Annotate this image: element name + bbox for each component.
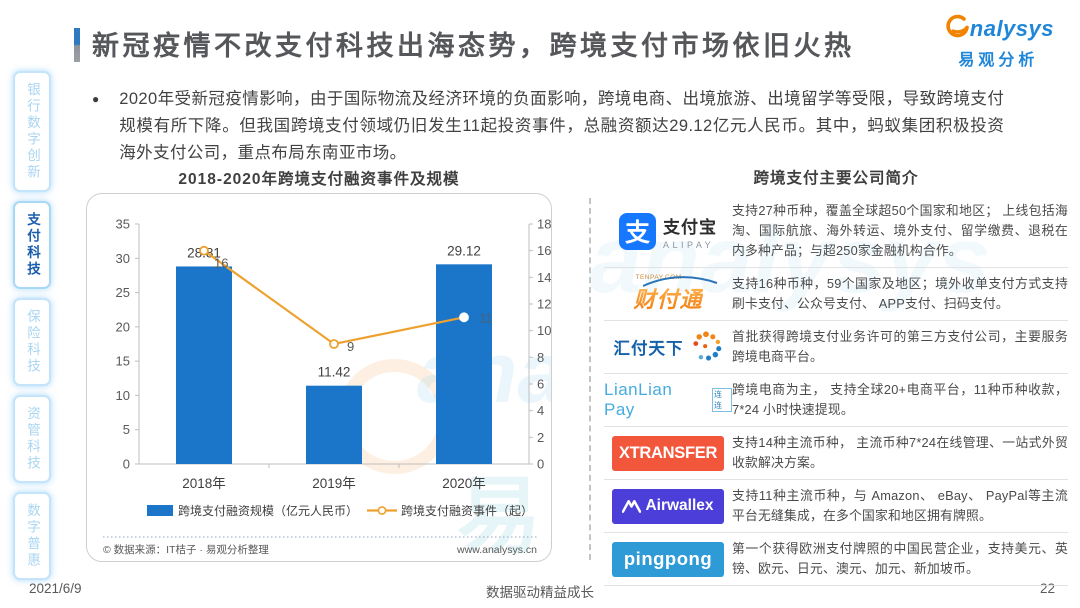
- company-description: 第一个获得欧洲支付牌照的中国民营企业，支持美元、英镑、欧元、日元、澳元、加元、新…: [732, 541, 1068, 576]
- title-accent-bar: [74, 28, 80, 62]
- footer-date: 2021/6/9: [29, 581, 82, 596]
- svg-text:www.analysys.cn: www.analysys.cn: [456, 544, 537, 556]
- companies-panel: analysys 跨境支付主要公司简介 支支付宝 ALIPAY 支持27种币种，覆盖…: [589, 166, 1068, 586]
- company-description: 支持27种币种，覆盖全球超50个国家和地区； 上线包括海淘、国际航旅、海外转运、…: [732, 203, 1068, 258]
- funding-chart: 0510152025303502468101214161828.8111.422…: [103, 217, 551, 556]
- huifu-pinwheel-icon: [692, 331, 721, 361]
- companies-title: 跨境支付主要公司简介: [753, 170, 919, 187]
- company-row-tenpay: TENPAY.COM 财付通 支持16种币种，59个国家及地区；境外收单支付方式支持…: [604, 268, 1068, 321]
- pingpong-logo: pingpong: [604, 541, 732, 577]
- svg-text:14: 14: [537, 270, 551, 285]
- svg-text:2018年: 2018年: [182, 476, 226, 491]
- svg-text:25: 25: [116, 285, 130, 300]
- footer-slogan: 数据驱动精益成长: [486, 585, 594, 600]
- svg-text:8: 8: [537, 350, 544, 365]
- company-description: 支持14种主流币种， 主流币种7*24在线管理、一站式外贸收款解决方案。: [732, 435, 1068, 470]
- sidebar-item-4[interactable]: 数字普惠: [13, 492, 51, 580]
- tenpay-logo: TENPAY.COM 财付通: [604, 274, 732, 314]
- brand-wordmark-cn: 易观分析: [958, 52, 1039, 69]
- sidebar: 银行数字创新支付科技保险科技资管科技数字普惠: [10, 71, 54, 580]
- analysys-swirl-icon: [943, 13, 970, 45]
- company-description: 支持11种主流币种，与 Amazon、 eBay、 PayPal等主流平台无缝集…: [732, 488, 1068, 523]
- company-row-pingpong: pingpong 第一个获得欧洲支付牌照的中国民营企业，支持美元、英镑、欧元、日元…: [604, 533, 1068, 586]
- svg-text:16: 16: [214, 256, 228, 271]
- company-row-xtransfer: XTRANSFER 支持14种主流币种， 主流币种7*24在线管理、一站式外贸收款…: [604, 427, 1068, 480]
- svg-text:15: 15: [116, 354, 130, 369]
- summary-block: ● 2020年受新冠疫情影响，由于国际物流及经济环境的负面影响，跨境电商、出境旅…: [92, 86, 1020, 167]
- svg-text:11.42: 11.42: [318, 365, 351, 380]
- airwallex-logo: Airwallex: [604, 488, 732, 524]
- svg-text:2019年: 2019年: [312, 476, 356, 491]
- company-row-alipay: 支支付宝 ALIPAY 支持27种币种，覆盖全球超50个国家和地区； 上线包括海淘、…: [604, 195, 1068, 268]
- svg-text:跨境支付融资事件（起）: 跨境支付融资事件（起）: [401, 503, 533, 518]
- huifu-logo: 汇付天下: [604, 330, 732, 364]
- xtransfer-logo: XTRANSFER: [604, 435, 732, 471]
- svg-text:10: 10: [116, 388, 130, 403]
- sidebar-item-3[interactable]: 资管科技: [13, 395, 51, 483]
- sidebar-item-2[interactable]: 保险科技: [13, 298, 51, 386]
- chart-mount: 0510152025303502468101214161828.8111.422…: [87, 194, 551, 561]
- svg-text:© 数据来源：IT桔子 · 易观分析整理: © 数据来源：IT桔子 · 易观分析整理: [103, 543, 269, 556]
- sidebar-item-0[interactable]: 银行数字创新: [13, 71, 51, 192]
- svg-text:20: 20: [116, 319, 130, 334]
- svg-text:10: 10: [537, 323, 551, 338]
- bullet-icon: ●: [92, 92, 100, 106]
- page-number: 22: [1039, 581, 1055, 596]
- sidebar-item-1[interactable]: 支付科技: [13, 201, 51, 289]
- svg-text:16: 16: [537, 243, 551, 258]
- page-title: 新冠疫情不改支付科技出海态势，跨境支付市场依旧火热: [92, 31, 855, 61]
- company-description: 首批获得跨境支付业务许可的第三方支付公司，主要服务跨境电商平台。: [732, 329, 1068, 364]
- svg-text:0: 0: [123, 457, 130, 472]
- company-row-airwallex: Airwallex 支持11种主流币种，与 Amazon、 eBay、 PayPa…: [604, 480, 1068, 533]
- svg-text:2020年: 2020年: [442, 476, 486, 491]
- svg-text:9: 9: [347, 339, 354, 354]
- company-row-huifu: 汇付天下 首批获得跨境支付业务许可的第三方支付公司，主要服务跨境电商平台。: [604, 321, 1068, 374]
- svg-text:12: 12: [537, 297, 551, 312]
- lianlian-logo: LianLian Pay 连连: [604, 380, 732, 420]
- alipay-icon: 支: [619, 212, 656, 250]
- svg-text:5: 5: [123, 422, 130, 437]
- chart-title: 2018-2020年跨境支付融资事件及规模: [178, 171, 460, 188]
- svg-text:4: 4: [537, 403, 544, 418]
- svg-text:35: 35: [116, 217, 130, 232]
- svg-text:跨境支付融资规模（亿元人民币）: 跨境支付融资规模（亿元人民币）: [178, 503, 358, 518]
- svg-text:18: 18: [537, 217, 551, 232]
- watermark-text-cn: 易观: [457, 469, 551, 562]
- brand-wordmark: nalysys: [969, 16, 1054, 41]
- svg-text:0: 0: [537, 457, 544, 472]
- svg-text:6: 6: [537, 377, 544, 392]
- svg-text:11: 11: [479, 310, 493, 325]
- svg-text:30: 30: [116, 251, 130, 266]
- vertical-divider: [589, 198, 591, 560]
- company-description: 支持16种币种，59个国家及地区；境外收单支付方式支持刷卡支付、公众号支付、 A…: [732, 276, 1068, 311]
- analysys-logo: nalysys 易观分析: [943, 13, 1054, 70]
- company-list: 支支付宝 ALIPAY 支持27种币种，覆盖全球超50个国家和地区； 上线包括海淘、…: [604, 195, 1068, 586]
- chart-card: analysys 易观 0510152025303502468101214161…: [86, 193, 552, 562]
- summary-text: 2020年受新冠疫情影响，由于国际物流及经济环境的负面影响，跨境电商、出境旅游、…: [119, 90, 1005, 162]
- svg-text:29.12: 29.12: [447, 243, 481, 258]
- company-description: 跨境电商为主， 支持全球20+电商平台，11种币种收款，7*24 小时快速提现。: [732, 382, 1068, 417]
- airwallex-mark-icon: [622, 500, 642, 513]
- company-row-lianlian: LianLian Pay 连连 跨境电商为主， 支持全球20+电商平台，11种币种收…: [604, 374, 1068, 427]
- svg-text:2: 2: [537, 430, 544, 445]
- alipay-logo: 支支付宝 ALIPAY: [604, 212, 732, 250]
